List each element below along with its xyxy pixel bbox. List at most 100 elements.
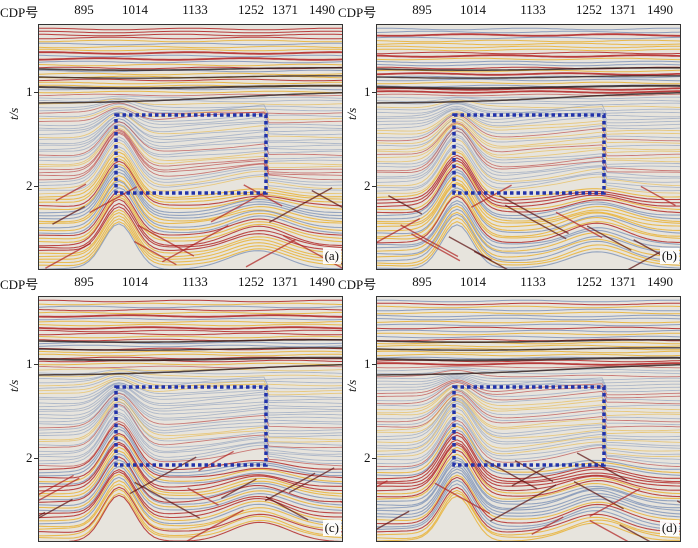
reflector xyxy=(377,442,680,487)
dipping-event xyxy=(576,452,628,482)
reflector xyxy=(39,151,342,198)
strong-horizon xyxy=(377,347,680,351)
reflector xyxy=(39,486,342,533)
reflector xyxy=(377,130,680,178)
reflector xyxy=(39,158,342,203)
reflector xyxy=(377,187,680,235)
cdp-axis-title: CDP号 xyxy=(0,277,39,292)
strong-horizon xyxy=(377,84,680,90)
reflector xyxy=(39,81,342,85)
reflector xyxy=(39,115,342,145)
reflector xyxy=(377,33,680,37)
reflector xyxy=(377,99,680,106)
dipping-event xyxy=(134,481,200,519)
reflector xyxy=(377,492,680,540)
reflector xyxy=(39,179,342,225)
reflector xyxy=(39,462,342,509)
strong-horizon xyxy=(377,66,680,72)
cdp-axis-title: CDP号 xyxy=(338,277,377,292)
dipping-event xyxy=(39,477,80,502)
reflector xyxy=(39,471,342,519)
reflector xyxy=(377,453,680,500)
reflector xyxy=(39,215,342,260)
reflector xyxy=(377,350,680,354)
reflector xyxy=(39,183,342,232)
reflector xyxy=(377,134,680,179)
reflector xyxy=(377,118,680,147)
cdp-tick: 1133 xyxy=(520,274,546,289)
reflector xyxy=(377,174,680,223)
cdp-tick: 895 xyxy=(412,274,432,289)
strong-horizon xyxy=(377,363,680,376)
highlight-box xyxy=(452,113,606,195)
strong-horizon xyxy=(377,356,680,362)
reflector xyxy=(377,149,680,194)
reflector xyxy=(377,400,680,444)
reflector xyxy=(377,36,680,40)
cdp-axis: CDP号 895 1014 1133 1252 1371 1490 xyxy=(0,0,345,22)
cdp-tick: 1133 xyxy=(520,2,546,17)
reflector xyxy=(39,109,342,130)
reflector xyxy=(377,434,680,483)
reflector xyxy=(39,320,342,324)
reflector xyxy=(377,72,680,76)
strong-horizon xyxy=(39,338,342,344)
cdp-tick: 1490 xyxy=(647,2,673,17)
reflector xyxy=(377,486,680,533)
reflector xyxy=(377,388,680,416)
dipping-event xyxy=(504,204,567,240)
reflector xyxy=(39,121,342,157)
strong-horizon xyxy=(377,75,680,79)
reflector xyxy=(377,168,680,217)
reflector xyxy=(39,36,342,40)
dipping-event xyxy=(640,185,676,207)
reflector xyxy=(377,398,680,441)
reflector xyxy=(377,63,680,67)
time-tick: 1 xyxy=(364,84,371,99)
cdp-tick: 1371 xyxy=(610,2,636,17)
reflector xyxy=(39,428,342,477)
reflector xyxy=(377,396,680,435)
dipping-event xyxy=(245,238,296,268)
reflector xyxy=(39,483,342,530)
reflector xyxy=(39,392,342,429)
reflector xyxy=(39,93,342,97)
reflector-layer xyxy=(39,27,342,269)
reflector xyxy=(39,379,342,396)
reflector xyxy=(377,431,680,480)
dipping-event xyxy=(555,211,603,239)
strong-horizon xyxy=(377,91,680,104)
reflector xyxy=(39,191,342,237)
dipping-event xyxy=(489,484,557,522)
reflector xyxy=(377,39,680,43)
reflector xyxy=(39,377,342,393)
reflector xyxy=(377,311,680,315)
reflector xyxy=(39,57,342,61)
cdp-tick: 1490 xyxy=(647,274,673,289)
reflector xyxy=(377,78,680,82)
time-tick: 2 xyxy=(26,450,33,465)
reflector xyxy=(39,344,342,348)
time-tick-mark xyxy=(34,92,38,93)
time-axis-label: t/s xyxy=(6,379,21,392)
reflector xyxy=(377,386,680,414)
strong-horizon xyxy=(39,356,342,362)
panel-label: (d) xyxy=(659,520,679,536)
cdp-axis-title: CDP号 xyxy=(338,5,377,20)
reflector xyxy=(39,423,342,471)
reflector xyxy=(39,111,342,136)
cdp-tick: 1252 xyxy=(238,2,264,17)
reflector xyxy=(377,54,680,58)
reflector xyxy=(39,39,342,43)
dipping-event xyxy=(434,482,491,515)
reflector xyxy=(377,96,680,100)
reflector xyxy=(39,130,342,174)
reflector xyxy=(39,434,342,483)
cdp-tick: 1490 xyxy=(309,274,335,289)
cdp-tick: 1014 xyxy=(122,2,148,17)
reflector xyxy=(377,379,680,396)
reflector xyxy=(39,54,342,58)
reflector xyxy=(39,384,342,411)
reflector xyxy=(377,116,680,145)
reflector xyxy=(39,353,342,357)
